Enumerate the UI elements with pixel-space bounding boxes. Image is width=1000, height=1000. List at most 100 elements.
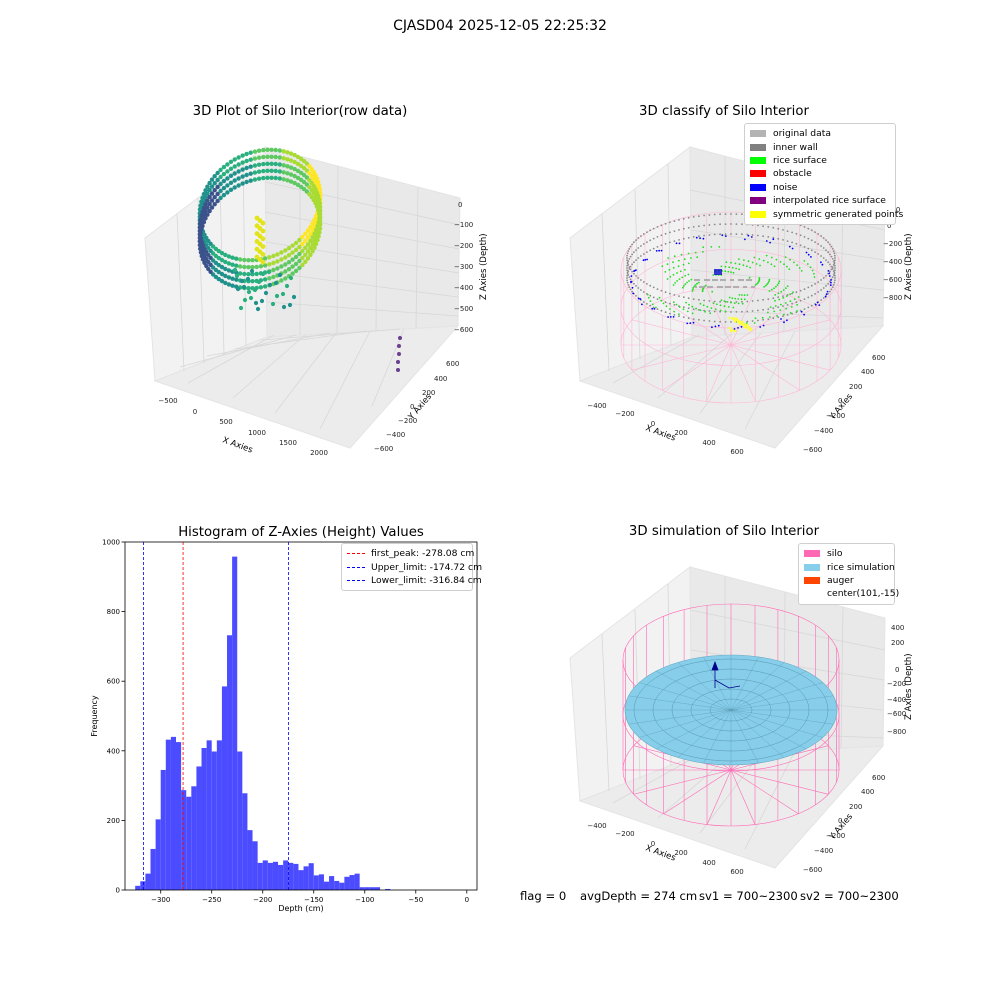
x-tick-label: −400 <box>587 402 606 410</box>
point <box>234 277 239 282</box>
noise-point <box>769 241 771 244</box>
rice-surface-point <box>811 269 814 272</box>
point <box>236 183 241 188</box>
original-data-point <box>752 285 756 289</box>
point <box>259 298 265 304</box>
histogram-bar <box>339 882 345 890</box>
histogram-bar <box>385 888 391 890</box>
y-tick-label: −600 <box>803 866 822 874</box>
point <box>205 184 210 189</box>
original-data-point <box>708 285 712 289</box>
inner-wall-point <box>817 281 820 283</box>
inner-wall-point <box>814 251 816 253</box>
figure-suptitle: CJASD04 2025-12-05 22:25:32 <box>393 18 607 34</box>
inner-wall-point <box>834 264 836 267</box>
point <box>248 150 253 155</box>
inner-wall-point <box>656 236 659 238</box>
inner-wall-point <box>640 279 642 281</box>
original-data-point <box>749 278 753 282</box>
point <box>273 168 278 174</box>
inner-wall-point <box>795 301 798 304</box>
point <box>260 244 266 249</box>
inner-wall-point <box>708 310 711 312</box>
inner-wall-point <box>791 312 793 315</box>
inner-wall-point <box>741 213 743 216</box>
noise-point <box>641 303 643 306</box>
noise-point <box>762 324 765 327</box>
classify-3d-panes <box>569 146 886 449</box>
inner-wall-point <box>682 217 685 220</box>
point <box>230 255 235 260</box>
point <box>225 169 230 174</box>
inner-wall-point <box>642 301 645 303</box>
rice-surface-point <box>655 306 657 309</box>
point <box>256 169 262 174</box>
legend-entry: first_peak: -278.08 cm <box>347 547 474 560</box>
inner-wall-point <box>652 247 655 250</box>
point <box>285 164 290 169</box>
inner-wall-point <box>830 288 833 291</box>
legend-label: inner wall <box>773 141 818 153</box>
rice-surface-point <box>696 256 699 259</box>
point <box>221 192 227 198</box>
point <box>263 290 269 296</box>
rice-mesh-spoke <box>730 709 785 758</box>
inner-wall-point <box>642 243 645 245</box>
noise-point <box>830 281 832 284</box>
point <box>240 181 245 186</box>
inner-wall-point <box>791 241 793 244</box>
x-tick-label: −200 <box>615 830 634 838</box>
histogram-bar <box>344 876 350 890</box>
histogram-title: Histogram of Z-Axies (Height) Values <box>178 525 424 540</box>
simulation-z-axis-label: Z Axies (Depth) <box>904 653 914 720</box>
noise-point <box>783 321 785 324</box>
point <box>287 302 293 308</box>
legend-swatch <box>804 576 820 584</box>
y-tick-label: 200 <box>849 803 862 811</box>
inner-wall-point <box>829 270 831 273</box>
legend-entry: center(101,-15) <box>804 587 899 600</box>
inner-wall-point <box>772 307 775 310</box>
original-data-point <box>719 278 723 282</box>
histogram-bar <box>206 740 212 890</box>
inner-wall-point <box>814 293 816 295</box>
point <box>203 209 208 214</box>
noise-point <box>803 313 805 316</box>
x-tick-label: 2000 <box>310 449 328 457</box>
point <box>244 172 249 178</box>
point <box>267 282 273 288</box>
point <box>230 283 235 288</box>
inner-wall-point <box>820 279 822 281</box>
silo-floor-spoke <box>633 769 732 795</box>
inner-wall-point <box>640 245 642 247</box>
rice-surface-point <box>743 298 746 301</box>
x-tick-label: 400 <box>702 439 715 447</box>
original-data-point <box>700 285 704 289</box>
inner-wall-point <box>664 242 667 245</box>
inner-wall-point <box>827 241 829 244</box>
point <box>310 221 315 226</box>
rice-mesh-spoke <box>730 656 759 711</box>
point <box>246 286 251 291</box>
point <box>281 163 286 168</box>
point <box>305 228 311 233</box>
histogram-bar <box>272 861 279 890</box>
rice-surface-point <box>783 313 785 316</box>
rice-surface-point <box>749 266 751 269</box>
rice-surface-point <box>673 310 675 313</box>
y-tick-label: −200 <box>826 412 845 420</box>
point <box>281 170 286 175</box>
inner-wall-point <box>719 310 721 313</box>
inner-wall-point <box>803 288 806 290</box>
rice-surface-point <box>724 265 727 268</box>
point <box>295 175 301 181</box>
histogram-bar <box>313 875 319 890</box>
classify-z-axis-label: Z Axies (Depth) <box>904 233 914 300</box>
point <box>265 175 270 180</box>
inner-wall-point <box>629 278 632 281</box>
inner-wall-point <box>635 275 637 277</box>
rice-surface-point <box>682 263 685 266</box>
point <box>205 198 210 203</box>
rice-surface-point <box>649 300 652 302</box>
inner-wall-point <box>724 321 727 323</box>
